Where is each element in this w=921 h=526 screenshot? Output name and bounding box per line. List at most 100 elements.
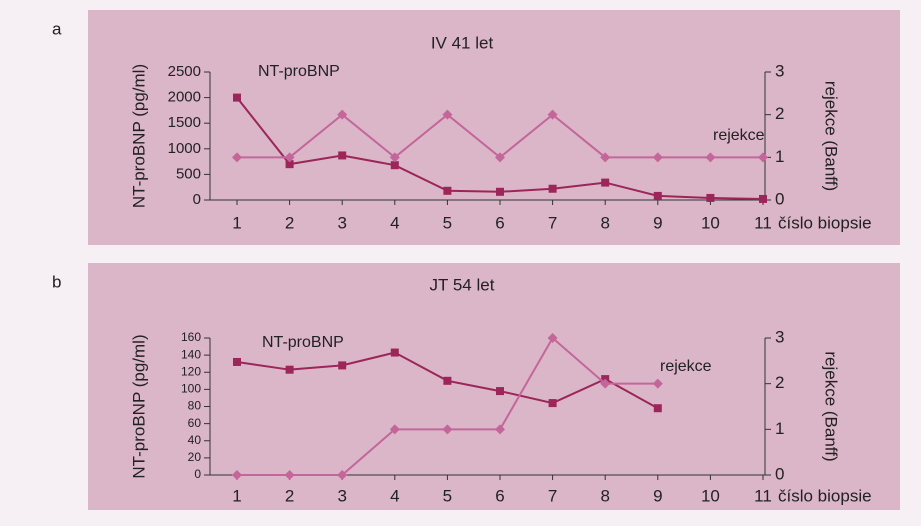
y-tick-label: 60 bbox=[188, 416, 202, 430]
x-axis-label: číslo biopsie bbox=[778, 213, 872, 232]
x-tick-label: 5 bbox=[443, 486, 452, 505]
x-tick-label: 4 bbox=[390, 213, 399, 232]
y2-axis-label: rejekce (Banff) bbox=[822, 351, 841, 461]
y-tick-label: 140 bbox=[181, 347, 201, 361]
marker bbox=[338, 361, 347, 370]
marker bbox=[442, 424, 453, 435]
series-label: rejekce bbox=[660, 358, 712, 375]
marker bbox=[285, 160, 294, 169]
marker bbox=[443, 376, 452, 385]
marker bbox=[652, 152, 663, 163]
y-tick-label: 80 bbox=[188, 399, 202, 413]
marker bbox=[601, 178, 610, 187]
chart-title: JT 54 let bbox=[430, 275, 495, 294]
x-axis-label: číslo biopsie bbox=[778, 486, 872, 505]
x-tick-label: 3 bbox=[337, 486, 346, 505]
x-tick-label: 2 bbox=[285, 486, 294, 505]
x-tick-label: 3 bbox=[337, 213, 346, 232]
marker bbox=[284, 470, 295, 480]
x-tick-label: 9 bbox=[653, 486, 662, 505]
y2-tick-label: 2 bbox=[775, 373, 784, 392]
series-label: NT-proBNP bbox=[262, 334, 344, 351]
y2-tick-label: 1 bbox=[775, 147, 784, 166]
marker bbox=[495, 424, 505, 435]
marker bbox=[337, 109, 348, 120]
marker bbox=[338, 151, 347, 160]
x-tick-label: 5 bbox=[443, 213, 452, 232]
x-tick-label: 2 bbox=[285, 213, 294, 232]
x-tick-label: 1 bbox=[232, 486, 241, 505]
marker bbox=[232, 470, 242, 480]
marker bbox=[390, 161, 399, 170]
series-label: NT-proBNP bbox=[258, 63, 340, 80]
y2-axis-label: rejekce (Banff) bbox=[822, 81, 841, 191]
y-tick-label: 40 bbox=[188, 433, 202, 447]
x-tick-label: 11 bbox=[754, 213, 772, 232]
y-tick-label: 160 bbox=[181, 330, 201, 344]
marker bbox=[495, 152, 505, 163]
marker bbox=[705, 152, 716, 163]
y-tick-label: 500 bbox=[176, 165, 201, 182]
marker bbox=[390, 348, 399, 357]
marker bbox=[652, 378, 663, 389]
y-tick-label: 120 bbox=[181, 364, 201, 378]
panel-label: b bbox=[52, 272, 61, 291]
marker bbox=[496, 187, 504, 196]
y-axis-label: NT-proBNP (pg/ml) bbox=[129, 64, 148, 208]
x-tick-label: 6 bbox=[495, 486, 504, 505]
y-tick-label: 1500 bbox=[168, 114, 201, 131]
x-tick-label: 1 bbox=[232, 213, 241, 232]
marker bbox=[337, 470, 348, 480]
y-tick-label: 2000 bbox=[168, 89, 201, 106]
x-tick-label: 7 bbox=[548, 486, 557, 505]
marker bbox=[653, 191, 662, 200]
x-tick-label: 11 bbox=[754, 486, 772, 505]
marker bbox=[653, 404, 662, 413]
marker bbox=[547, 333, 558, 343]
marker bbox=[548, 184, 557, 193]
panel-label: a bbox=[52, 19, 62, 38]
x-tick-label: 8 bbox=[600, 213, 609, 232]
x-tick-label: 7 bbox=[548, 213, 557, 232]
y2-tick-label: 0 bbox=[775, 464, 784, 483]
y2-tick-label: 3 bbox=[775, 327, 784, 346]
y-tick-label: 20 bbox=[188, 450, 202, 464]
marker bbox=[233, 93, 241, 102]
y-axis-label: NT-proBNP (pg/ml) bbox=[129, 334, 148, 478]
y-tick-label: 2500 bbox=[168, 63, 201, 80]
x-tick-label: 6 bbox=[495, 213, 504, 232]
series-label: rejekce bbox=[713, 127, 765, 144]
y2-tick-label: 1 bbox=[775, 419, 784, 438]
marker bbox=[389, 152, 400, 163]
marker bbox=[443, 186, 452, 195]
marker bbox=[496, 387, 504, 396]
marker bbox=[285, 365, 294, 374]
marker bbox=[442, 109, 453, 120]
marker bbox=[284, 152, 295, 163]
y2-tick-label: 3 bbox=[775, 61, 784, 80]
y-tick-label: 100 bbox=[181, 382, 201, 396]
x-tick-label: 10 bbox=[701, 486, 720, 505]
y-tick-label: 1000 bbox=[168, 140, 201, 157]
marker bbox=[600, 152, 611, 163]
marker bbox=[759, 194, 767, 203]
marker bbox=[758, 152, 768, 163]
x-tick-label: 10 bbox=[701, 213, 720, 232]
marker bbox=[232, 152, 242, 163]
y-tick-label: 0 bbox=[194, 467, 201, 481]
marker bbox=[548, 399, 557, 408]
y2-tick-label: 2 bbox=[775, 104, 784, 123]
marker bbox=[600, 378, 611, 389]
marker bbox=[233, 357, 241, 366]
marker bbox=[706, 193, 715, 202]
x-tick-label: 8 bbox=[600, 486, 609, 505]
x-tick-label: 4 bbox=[390, 486, 399, 505]
y-tick-label: 0 bbox=[193, 191, 201, 208]
y2-tick-label: 0 bbox=[775, 189, 784, 208]
marker bbox=[547, 109, 558, 120]
x-tick-label: 9 bbox=[653, 213, 662, 232]
chart-title: IV 41 let bbox=[431, 33, 494, 52]
marker bbox=[389, 424, 400, 435]
